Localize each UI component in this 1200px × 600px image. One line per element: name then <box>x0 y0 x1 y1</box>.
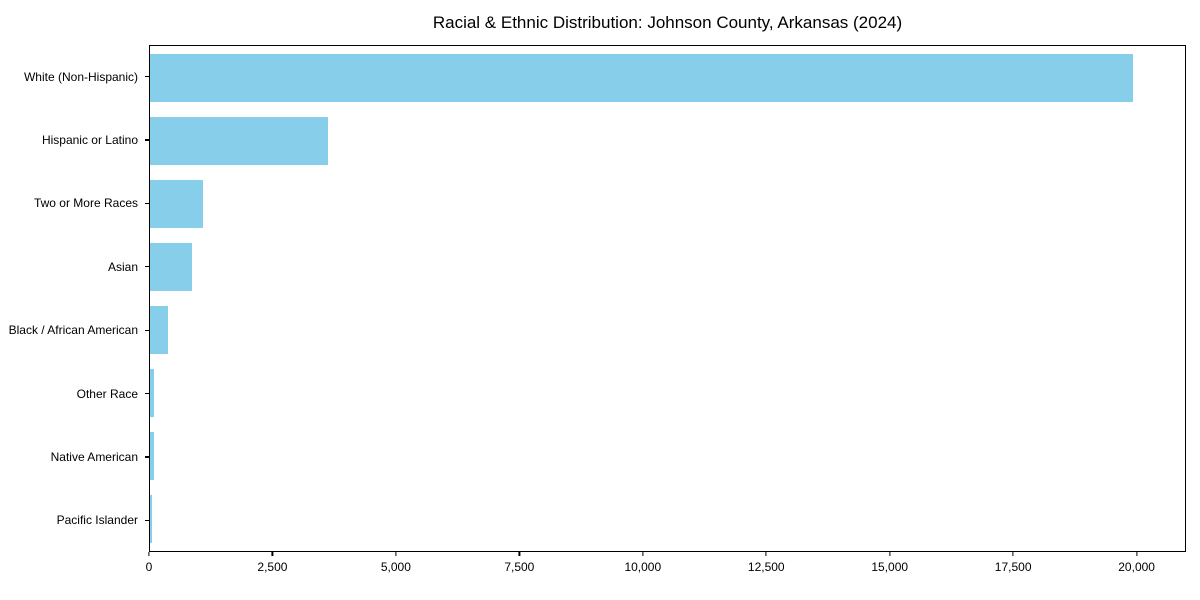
bar-rows <box>150 46 1185 551</box>
y-axis-labels: White (Non-Hispanic) Hispanic or Latino Tw… <box>0 45 149 552</box>
y-tick-label: Hispanic or Latino <box>41 133 138 148</box>
x-tick-label: 7,500 <box>504 560 535 574</box>
bar-black-african-american <box>150 306 168 355</box>
bar-pacific-islander <box>150 495 153 544</box>
y-tick-label: White (Non-Hispanic) <box>23 69 138 84</box>
y-tick-mark <box>145 202 149 205</box>
y-label-row: White (Non-Hispanic) <box>0 45 149 108</box>
x-tick-mark <box>765 552 767 556</box>
bar-other-race <box>150 369 154 418</box>
x-tick-label: 5,000 <box>380 560 411 574</box>
x-tick-label: 10,000 <box>624 560 662 574</box>
y-label-row: Other Race <box>0 362 149 425</box>
x-tick-mark <box>1012 552 1014 556</box>
bar-native-american <box>150 432 154 481</box>
y-tick-label: Other Race <box>76 386 138 401</box>
x-tick-label: 2,500 <box>257 560 288 574</box>
y-label-row: Native American <box>0 425 149 488</box>
x-tick-mark <box>271 552 274 556</box>
y-label-row: Pacific Islander <box>0 489 149 552</box>
y-label-row: Asian <box>0 235 149 298</box>
y-tick-label: Pacific Islander <box>56 513 138 528</box>
bar-asian <box>150 242 192 291</box>
bar-hispanic-or-latino <box>150 116 329 165</box>
y-tick-mark <box>145 329 149 331</box>
x-tick-mark <box>148 552 150 556</box>
x-tick-label: 0 <box>145 560 153 574</box>
x-tick-label: 17,500 <box>994 560 1032 574</box>
y-label-row: Two or More Races <box>0 172 149 235</box>
bar-two-or-more-races <box>150 179 203 228</box>
y-label-row: Hispanic or Latino <box>0 108 149 171</box>
y-tick-label: Black / African American <box>8 323 138 338</box>
x-tick-mark <box>1136 552 1138 556</box>
x-tick-mark <box>395 552 397 556</box>
bar-row <box>150 425 1185 488</box>
bar-row <box>150 172 1185 235</box>
x-tick-mark <box>518 552 520 556</box>
x-tick-mark <box>642 552 644 556</box>
bar-row <box>150 235 1185 298</box>
y-tick-label: Native American <box>50 449 138 464</box>
bar-row <box>150 488 1185 551</box>
y-tick-mark <box>145 392 149 395</box>
y-tick-mark <box>145 139 149 141</box>
y-tick-label: Two or More Races <box>33 196 138 211</box>
bar-row <box>150 299 1185 362</box>
y-tick-label: Asian <box>107 259 138 274</box>
bar-row <box>150 362 1185 425</box>
bar-row <box>150 109 1185 172</box>
y-label-row: Black / African American <box>0 299 149 362</box>
bar-row <box>150 46 1185 109</box>
x-tick-label: 20,000 <box>1118 560 1155 574</box>
y-tick-mark <box>145 76 149 78</box>
x-tick-label: 15,000 <box>871 560 909 574</box>
y-tick-mark <box>145 456 149 458</box>
plot-area <box>149 45 1186 552</box>
x-axis: 0 2,500 5,000 7,500 10,000 12,500 15,000 17,500… <box>145 551 1186 591</box>
y-tick-mark <box>145 519 149 521</box>
x-tick-mark <box>889 552 891 556</box>
y-tick-mark <box>145 266 149 268</box>
chart-title: Racial & Ethnic Distribution: Johnson Co… <box>432 13 903 32</box>
x-tick-label: 12,500 <box>747 560 785 574</box>
bar-white-non-hispanic <box>150 53 1134 102</box>
